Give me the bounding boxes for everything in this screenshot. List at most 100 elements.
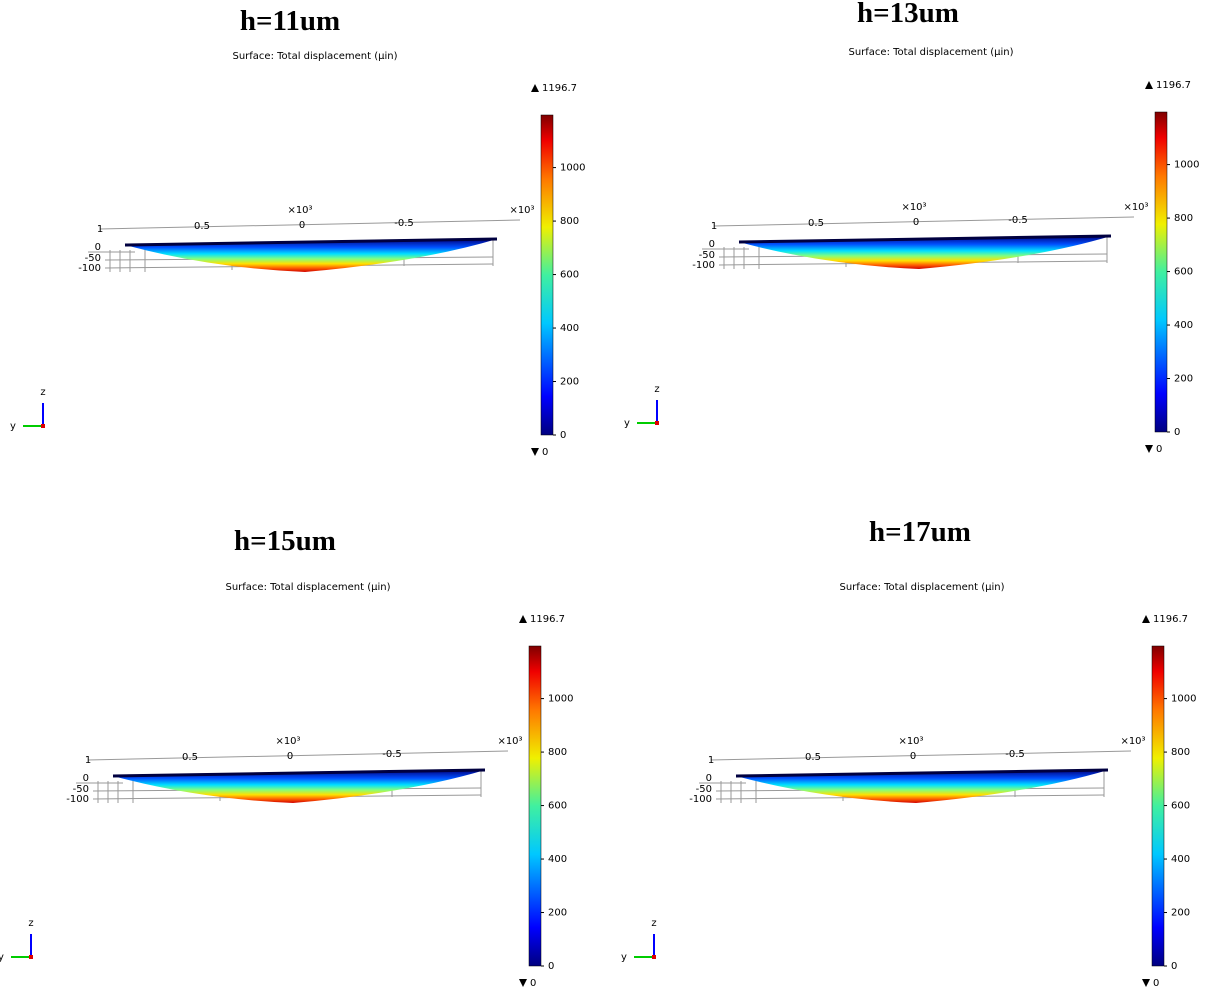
colorbar-max: 1196.7 — [530, 614, 565, 625]
colorbar — [541, 115, 553, 435]
axis-tick-label: 0 — [287, 751, 293, 762]
axis-tick-label: 0.5 — [182, 752, 198, 763]
panel-title: h=11um — [240, 5, 340, 37]
triad-label: y — [621, 952, 627, 963]
panel-title: h=13um — [857, 0, 959, 29]
panel-title: h=17um — [869, 516, 971, 548]
panel-subtitle: Surface: Total displacement (µin) — [848, 47, 1013, 58]
colorbar-tick-label: 800 — [560, 216, 579, 227]
axis-tick-label: 0.5 — [808, 218, 824, 229]
axis-tick-label: 0 — [709, 239, 715, 250]
screenshot: h=11um Surface: Total displacement (µin) ×… — [0, 0, 1206, 992]
colorbar-tick-label: 800 — [548, 747, 567, 758]
colorbar-max: 1196.7 — [1153, 614, 1188, 625]
triad-label: y — [10, 421, 16, 432]
colorbar-tick-label: 800 — [1171, 747, 1190, 758]
min-icon — [531, 448, 539, 456]
colorbar-tick-label: 1000 — [1174, 160, 1199, 171]
colorbar-tick-label: 800 — [1174, 213, 1193, 224]
colorbar-tick-label: 600 — [560, 270, 579, 281]
colorbar-tick-label: 600 — [1171, 801, 1190, 812]
axis-tick-label: 1 — [97, 224, 103, 235]
colorbar — [1152, 646, 1164, 966]
colorbar-tick-label: 0 — [1171, 961, 1177, 972]
axis-tick-label: -0.5 — [382, 749, 402, 760]
max-icon — [531, 84, 539, 92]
triad-label: z — [651, 918, 656, 929]
triad-x — [29, 955, 33, 959]
colorbar — [1155, 112, 1167, 432]
colorbar-tick-label: 0 — [548, 961, 554, 972]
axis-scale: ×10³ — [287, 205, 312, 216]
axis-tick-label: 0 — [910, 751, 916, 762]
axis-tick-label: 1 — [711, 221, 717, 232]
colorbar-max: 1196.7 — [1156, 80, 1191, 91]
panel: h=11um Surface: Total displacement (µin) ×… — [10, 5, 585, 458]
panel: h=13um Surface: Total displacement (µin) ×… — [624, 0, 1199, 455]
axis-scale: ×10³ — [275, 736, 300, 747]
axis-scale: ×10³ — [1123, 202, 1148, 213]
max-icon — [1145, 81, 1153, 89]
axis-tick-label: -100 — [78, 263, 101, 274]
colorbar-tick-label: 200 — [548, 908, 567, 919]
colorbar-min: 0 — [1156, 444, 1162, 455]
triad-x — [652, 955, 656, 959]
min-icon — [1142, 979, 1150, 987]
colorbar — [529, 646, 541, 966]
colorbar-tick-label: 400 — [560, 323, 579, 334]
min-icon — [519, 979, 527, 987]
colorbar-tick-label: 600 — [548, 801, 567, 812]
triad-x — [41, 424, 45, 428]
axis-tick-label: -100 — [692, 260, 715, 271]
axis-scale: ×10³ — [898, 736, 923, 747]
axis-tick-label: 1 — [85, 755, 91, 766]
colorbar-min: 0 — [530, 978, 536, 989]
colorbar-tick-label: 600 — [1174, 267, 1193, 278]
colorbar-tick-label: 1000 — [1171, 694, 1196, 705]
axis-line — [88, 751, 508, 760]
colorbar-tick-label: 0 — [1174, 427, 1180, 438]
axis-scale: ×10³ — [509, 205, 534, 216]
panel-subtitle: Surface: Total displacement (µin) — [839, 582, 1004, 593]
panel-subtitle: Surface: Total displacement (µin) — [232, 51, 397, 62]
axis-tick-label: 0 — [299, 220, 305, 231]
colorbar-tick-label: 1000 — [560, 163, 585, 174]
min-icon — [1145, 445, 1153, 453]
panel: h=17um Surface: Total displacement (µin) ×… — [621, 516, 1196, 989]
colorbar-tick-label: 1000 — [548, 694, 573, 705]
colorbar-min: 0 — [542, 447, 548, 458]
colorbar-tick-label: 200 — [1171, 908, 1190, 919]
axis-tick-label: 0 — [95, 242, 101, 253]
axis-line — [714, 217, 1134, 226]
max-icon — [519, 615, 527, 623]
triad-label: y — [0, 952, 4, 963]
axis-tick-label: -0.5 — [1005, 749, 1025, 760]
triad-x — [655, 421, 659, 425]
max-icon — [1142, 615, 1150, 623]
colorbar-tick-label: 400 — [548, 854, 567, 865]
axis-tick-label: -100 — [66, 794, 89, 805]
colorbar-tick-label: 200 — [1174, 374, 1193, 385]
triad-label: z — [654, 384, 659, 395]
axis-tick-label: 0 — [83, 773, 89, 784]
axis-scale: ×10³ — [901, 202, 926, 213]
triad-label: z — [40, 387, 45, 398]
triad-label: z — [28, 918, 33, 929]
axis-tick-label: 1 — [708, 755, 714, 766]
axis-line — [711, 751, 1131, 760]
colorbar-tick-label: 400 — [1171, 854, 1190, 865]
axis-tick-label: 0.5 — [194, 221, 210, 232]
colorbar-tick-label: 200 — [560, 377, 579, 388]
axis-tick-label: -0.5 — [394, 218, 414, 229]
plot: ×10³×10³10.50-0.50-50-100zy0200400600800… — [621, 614, 1196, 989]
axis-tick-label: 0 — [706, 773, 712, 784]
axis-line — [100, 220, 520, 229]
axis-scale: ×10³ — [497, 736, 522, 747]
axis-tick-label: 0.5 — [805, 752, 821, 763]
triad-label: y — [624, 418, 630, 429]
axis-tick-label: -0.5 — [1008, 215, 1028, 226]
colorbar-max: 1196.7 — [542, 83, 577, 94]
